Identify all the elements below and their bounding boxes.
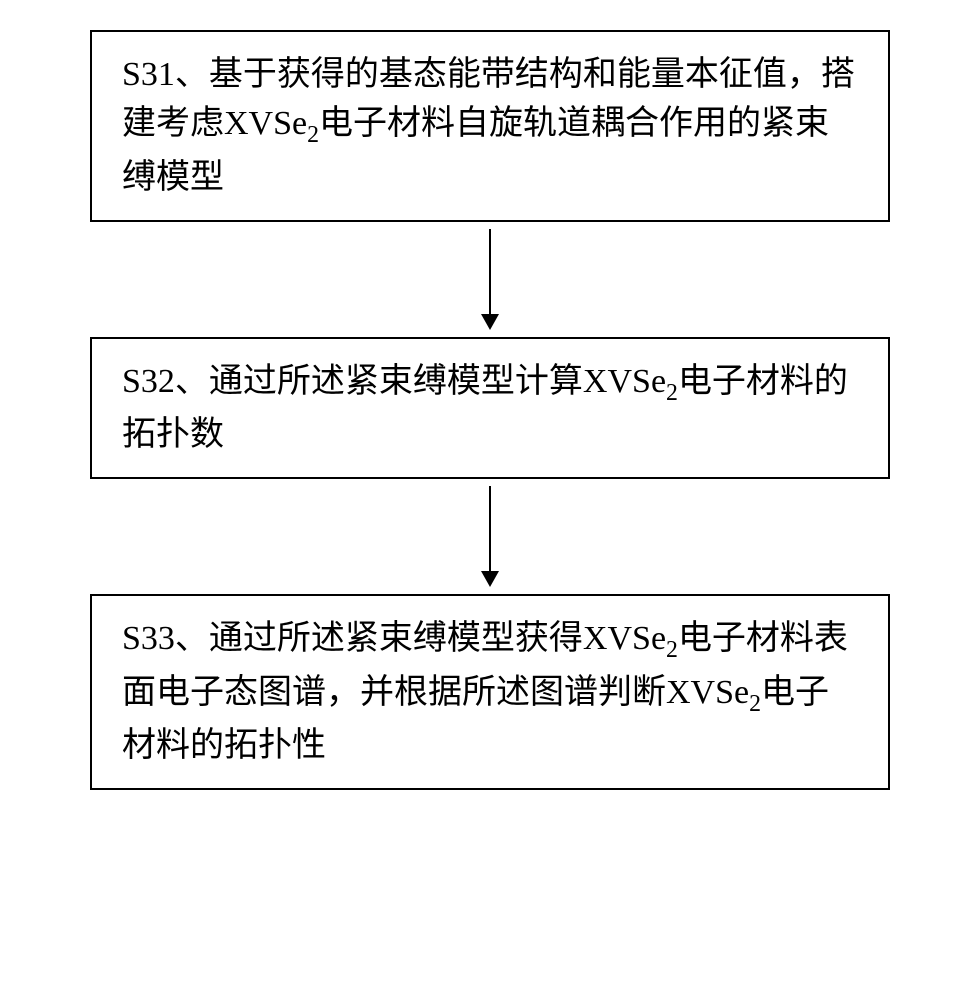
step-formula: XVSe [583, 620, 666, 657]
step-text-before: 通过所述紧束缚模型计算 [209, 363, 583, 400]
step-prefix: S31、 [122, 56, 209, 93]
flowchart-step-s32: S32、通过所述紧束缚模型计算XVSe2电子材料的拓扑数 [90, 337, 890, 480]
step-subscript: 2 [666, 637, 678, 663]
step-formula: XVSe [583, 363, 666, 400]
arrow-s31-s32 [481, 222, 499, 337]
flowchart-step-s31: S31、基于获得的基态能带结构和能量本征值，搭建考虑XVSe2电子材料自旋轨道耦… [90, 30, 890, 222]
flowchart-step-s33: S33、通过所述紧束缚模型获得XVSe2电子材料表面电子态图谱，并根据所述图谱判… [90, 594, 890, 790]
step-prefix: S33、 [122, 620, 209, 657]
arrow-line [489, 486, 491, 571]
step-subscript: 2 [307, 122, 319, 148]
arrow-s32-s33 [481, 479, 499, 594]
arrow-line [489, 229, 491, 314]
step-subscript: 2 [666, 380, 678, 406]
step-formula: XVSe [224, 105, 307, 142]
arrow-head-icon [481, 314, 499, 330]
step-subscript-2: 2 [749, 691, 761, 717]
step-text-before: 通过所述紧束缚模型获得 [209, 620, 583, 657]
step-prefix: S32、 [122, 363, 209, 400]
step-formula-2: XVSe [666, 674, 749, 711]
arrow-head-icon [481, 571, 499, 587]
